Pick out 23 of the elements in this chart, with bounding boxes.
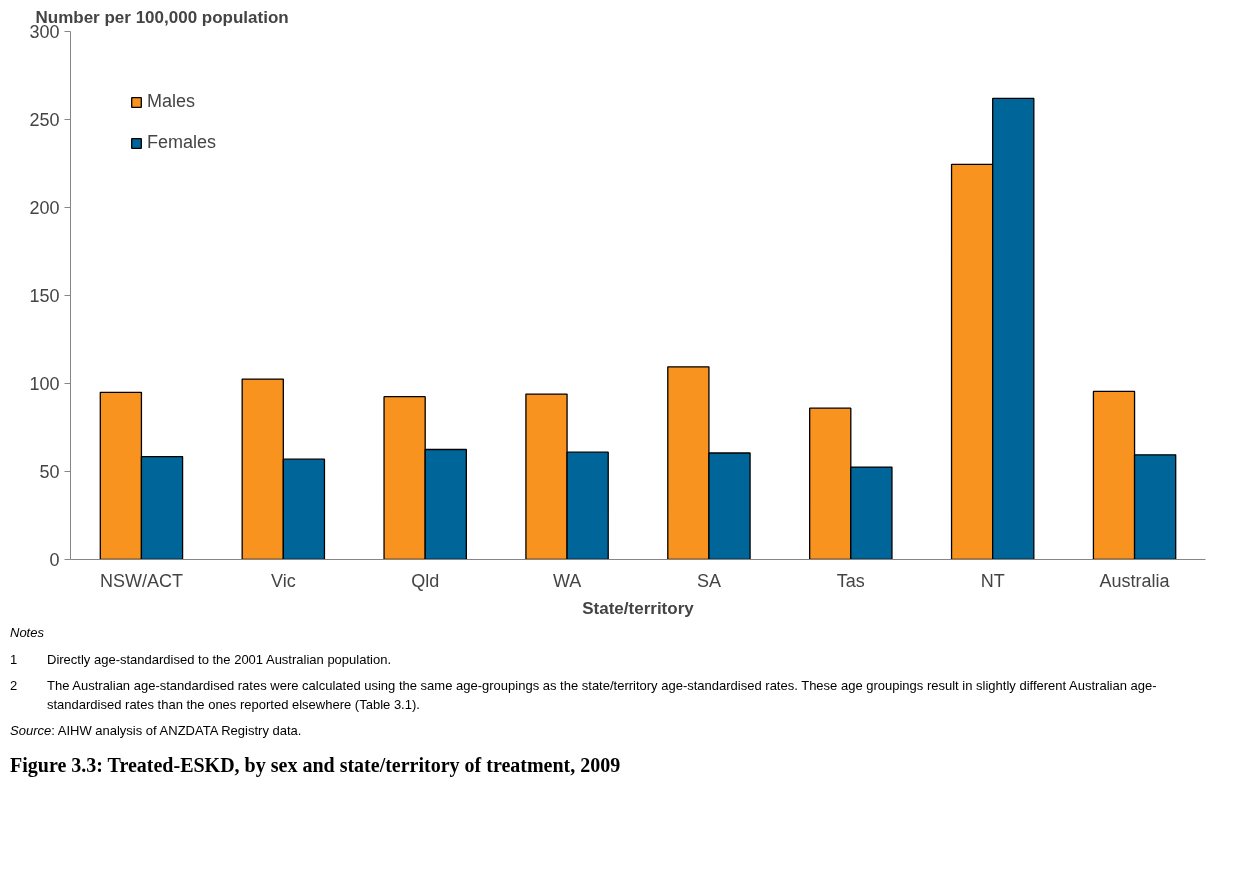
x-tick-label: Tas <box>836 570 865 591</box>
x-tick-label: Qld <box>411 570 440 591</box>
x-tick-label: NSW/ACT <box>99 570 183 591</box>
y-tick-label: 250 <box>29 110 60 130</box>
x-tick-label: NT <box>980 570 1005 591</box>
text: Notes <box>10 625 44 640</box>
y-tick-label: 0 <box>49 550 60 570</box>
text: 2 The Australian age-standardised rates were calculated using the same age-groupings as the state/territory age-standardised rates. These age groupings result in slightly different Australian age-standardised rates than the ones reported elsewhere (Table 3.1). <box>10 678 1157 712</box>
text: 1 Directly age-standardised to the 2001 Australian population. <box>10 651 391 667</box>
y-tick-label: 50 <box>39 462 60 482</box>
legend-label: Females <box>147 132 217 153</box>
x-axis-title: State/territory <box>582 598 695 618</box>
text: Figure 3.3: Treated-ESKD, by sex and state/territory of treatment, 2009 <box>10 752 621 779</box>
y-tick-label: 300 <box>29 22 60 42</box>
x-tick-label: WA <box>552 570 582 591</box>
source-note: Source: AIHW analysis of ANZDATA Registry data. <box>10 722 302 741</box>
y-tick-label: 200 <box>29 198 60 218</box>
x-tick-label: Vic <box>270 570 296 591</box>
x-tick-label: SA <box>696 570 721 591</box>
y-tick-label: 100 <box>29 374 60 394</box>
y-tick-label: 150 <box>29 286 60 306</box>
x-tick-label: Australia <box>1099 570 1171 591</box>
legend-label: Males <box>147 91 196 112</box>
